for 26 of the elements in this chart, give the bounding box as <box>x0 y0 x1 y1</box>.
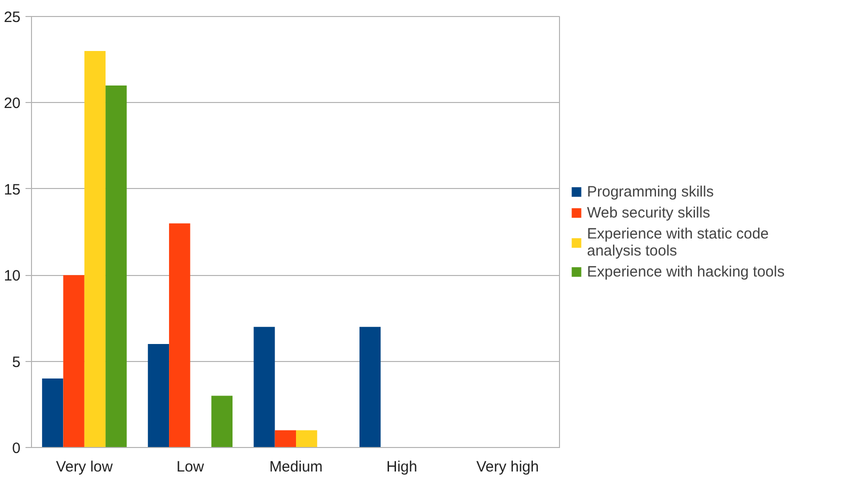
bar <box>84 50 106 448</box>
bar <box>148 344 170 448</box>
y-tick-label: 10 <box>4 268 21 285</box>
y-tick-label: 5 <box>12 354 20 371</box>
bar <box>106 85 127 448</box>
x-tick-label: High <box>386 458 418 476</box>
bar <box>169 223 190 448</box>
bar <box>254 326 275 448</box>
bar <box>296 430 318 448</box>
legend-label: Web security skills <box>587 204 710 221</box>
x-tick-label: Very low <box>56 458 113 476</box>
y-tick-label: 25 <box>4 9 21 26</box>
y-tick-label: 0 <box>12 440 20 457</box>
bar <box>42 378 64 448</box>
bar <box>274 430 296 448</box>
y-tick-label: 15 <box>4 181 21 198</box>
y-tick-label: 20 <box>4 95 21 112</box>
legend-label: Programming skills <box>587 183 714 200</box>
bar <box>359 326 381 448</box>
x-tick-label: Medium <box>269 458 323 476</box>
x-tick-label: Very high <box>476 458 539 476</box>
legend-label: Experience with hacking tools <box>587 263 785 280</box>
bar <box>63 275 84 448</box>
bar <box>211 396 233 448</box>
legend-label: Experience with static code analysis tools <box>587 225 769 259</box>
x-tick-label: Low <box>176 458 204 476</box>
